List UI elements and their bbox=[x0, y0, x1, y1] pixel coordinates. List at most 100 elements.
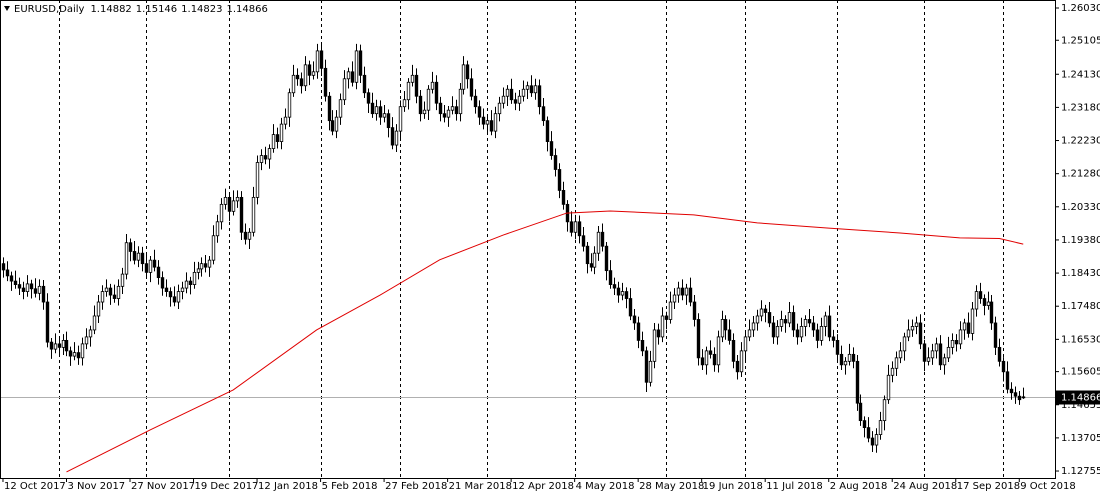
candle-body bbox=[57, 343, 62, 348]
candle-body bbox=[727, 329, 732, 341]
candle-body bbox=[739, 350, 744, 373]
candle-body bbox=[819, 326, 824, 341]
x-tick-label: 3 Nov 2017 bbox=[67, 481, 125, 492]
candle-body bbox=[974, 291, 979, 310]
candle-body bbox=[660, 315, 665, 338]
candle-body bbox=[315, 50, 320, 73]
candle-body bbox=[180, 287, 185, 292]
candle-body bbox=[418, 95, 423, 115]
candle-body bbox=[247, 231, 252, 240]
candle-body bbox=[577, 221, 582, 237]
candle-body bbox=[9, 275, 14, 282]
candle-body bbox=[906, 329, 911, 338]
candle-body bbox=[386, 113, 391, 129]
candle-body bbox=[831, 336, 836, 341]
candle-body bbox=[80, 343, 85, 359]
candle-body bbox=[323, 67, 328, 97]
candle-body bbox=[33, 288, 38, 294]
candle-body bbox=[481, 116, 486, 125]
candle-body bbox=[128, 242, 133, 252]
candle-body bbox=[557, 169, 562, 191]
candle-body bbox=[215, 221, 220, 237]
candle-body bbox=[45, 301, 50, 343]
candle-body bbox=[438, 102, 443, 115]
candle-body bbox=[319, 50, 324, 69]
candle-body bbox=[283, 116, 288, 125]
candle-body bbox=[894, 357, 899, 369]
candle-body bbox=[708, 350, 713, 355]
candle-body bbox=[263, 155, 268, 160]
candle-body bbox=[458, 88, 463, 115]
candle-body bbox=[422, 109, 427, 115]
candle-body bbox=[17, 284, 22, 289]
candle-body bbox=[898, 350, 903, 359]
x-tick-label: 5 Feb 2018 bbox=[322, 481, 378, 492]
candle-body bbox=[29, 283, 34, 290]
candle-body bbox=[461, 64, 466, 90]
candle-body bbox=[628, 298, 633, 317]
candle-body bbox=[501, 95, 506, 104]
candle-body bbox=[120, 273, 125, 287]
candle-body bbox=[49, 341, 54, 350]
candle-body bbox=[954, 339, 959, 345]
candle-body bbox=[442, 113, 447, 118]
candle-body bbox=[354, 50, 359, 83]
candle-body bbox=[541, 106, 546, 122]
candle-body bbox=[934, 343, 939, 352]
candle-body bbox=[997, 346, 1002, 362]
candle-body bbox=[199, 263, 204, 270]
candle-body bbox=[72, 352, 77, 357]
moving-average bbox=[66, 210, 1024, 473]
candle-body bbox=[537, 85, 542, 108]
candle-body bbox=[207, 259, 212, 268]
plot-layer bbox=[1, 43, 1026, 473]
candle-body bbox=[327, 95, 332, 122]
candle-body bbox=[13, 280, 18, 285]
candle-body bbox=[140, 252, 145, 265]
last-price-box bbox=[1056, 390, 1100, 405]
x-tick-label: 17 Sep 2018 bbox=[957, 481, 1020, 492]
candle-body bbox=[616, 287, 621, 296]
candle-body bbox=[446, 109, 451, 118]
y-tick-label: 1.25105 bbox=[1061, 35, 1100, 46]
candle-body bbox=[672, 294, 677, 303]
candle-body bbox=[779, 319, 784, 327]
candle-body bbox=[620, 291, 625, 296]
candle-body bbox=[600, 231, 605, 247]
candle-body bbox=[61, 339, 66, 348]
candle-body bbox=[676, 287, 681, 296]
x-tick-label: 12 Oct 2017 bbox=[4, 481, 66, 492]
candle-body bbox=[878, 420, 883, 435]
candle-body bbox=[545, 120, 550, 142]
candle-body bbox=[5, 269, 10, 277]
candle-body bbox=[450, 106, 455, 111]
candle-body bbox=[132, 251, 137, 261]
grid-layer bbox=[0, 0, 1055, 478]
candle-body bbox=[92, 315, 97, 331]
candle-body bbox=[938, 343, 943, 366]
candle-body bbox=[592, 252, 597, 268]
candle-body bbox=[88, 329, 93, 338]
x-tick-label: 27 Nov 2017 bbox=[131, 481, 195, 492]
high-value: 1.15146 bbox=[136, 4, 177, 15]
candle-body bbox=[688, 287, 693, 303]
candle-body bbox=[986, 301, 991, 306]
candle-body bbox=[680, 287, 685, 296]
candle-body bbox=[652, 329, 657, 362]
axes-layer: 1.26030 1.25105 1.24130 1.23180 1.22230 1.212… bbox=[2, 3, 1100, 492]
candle-body bbox=[989, 301, 994, 324]
candle-body bbox=[993, 322, 998, 348]
y-tick-label: 1.16530 bbox=[1061, 334, 1100, 345]
candle-body bbox=[612, 284, 617, 289]
candle-body bbox=[41, 285, 46, 303]
candle-body bbox=[414, 74, 419, 97]
x-tick-label: 28 May 2018 bbox=[639, 481, 704, 492]
candle-body bbox=[636, 322, 641, 341]
candle-body bbox=[751, 322, 756, 331]
candle-body bbox=[84, 336, 89, 345]
candle-body bbox=[243, 231, 248, 240]
candle-body bbox=[219, 203, 224, 223]
candle-body bbox=[787, 312, 792, 324]
x-tick-label: 21 Mar 2018 bbox=[449, 481, 512, 492]
